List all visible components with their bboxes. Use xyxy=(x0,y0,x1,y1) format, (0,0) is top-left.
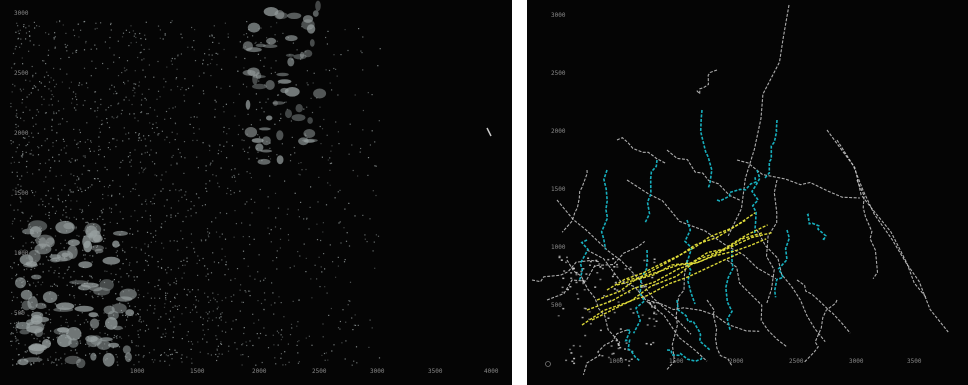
right-y-tick-3: 1500 xyxy=(551,186,566,193)
right-x-tick-5: 3500 xyxy=(907,358,922,365)
left-y-tick-4: 1000 xyxy=(14,250,29,257)
right-y-tick-5: 500 xyxy=(551,302,562,309)
right-x-tick-4: 3000 xyxy=(849,358,864,365)
right-y-tick-0: 3000 xyxy=(551,12,566,19)
right-y-tick-2: 2000 xyxy=(551,128,566,135)
left-point-cloud-panel: 3000 2500 2000 1500 1000 500 1000 1500 2… xyxy=(0,0,512,385)
right-track-plot xyxy=(531,4,949,375)
left-x-tick-3: 2500 xyxy=(312,368,327,375)
left-point-cloud-plot xyxy=(10,0,492,369)
left-y-tick-0: 3000 xyxy=(14,10,29,17)
right-x-tick-3: 2500 xyxy=(789,358,804,365)
right-x-tick-1: 1500 xyxy=(669,358,684,365)
left-x-tick-5: 3500 xyxy=(428,368,443,375)
left-x-tick-0: 1000 xyxy=(130,368,145,375)
right-track-panel: 3000 2500 2000 1500 1000 500 1000 1500 2… xyxy=(527,0,968,385)
left-x-tick-2: 2000 xyxy=(252,368,267,375)
right-y-tick-4: 1000 xyxy=(551,244,566,251)
left-y-tick-1: 2500 xyxy=(14,70,29,77)
right-y-tick-1: 2500 xyxy=(551,70,566,77)
left-y-tick-3: 1500 xyxy=(14,190,29,197)
left-x-tick-1: 1500 xyxy=(190,368,205,375)
right-x-tick-0: 1000 xyxy=(609,358,624,365)
right-x-tick-2: 2000 xyxy=(729,358,744,365)
left-x-tick-6: 4000 xyxy=(484,368,499,375)
left-x-tick-4: 3000 xyxy=(370,368,385,375)
left-y-tick-5: 500 xyxy=(14,310,25,317)
left-y-tick-2: 2000 xyxy=(14,130,29,137)
